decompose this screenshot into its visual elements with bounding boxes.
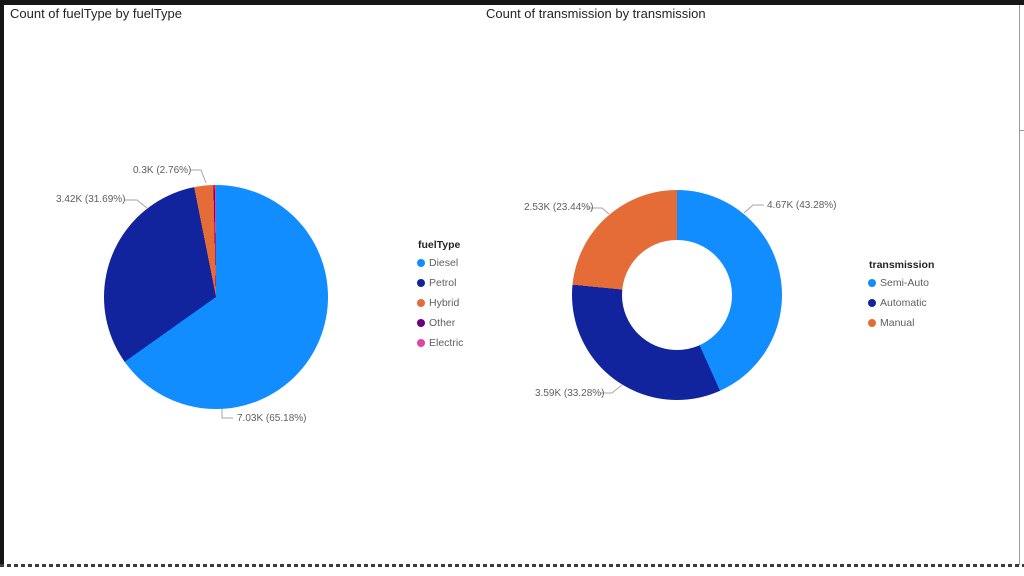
- donut-hole: [622, 240, 732, 350]
- legend-title-fueltype: fuelType: [418, 239, 461, 251]
- legend-label-automatic: Automatic: [880, 297, 927, 309]
- visual-title-transmission: Count of transmission by transmission: [486, 6, 706, 21]
- legend-dot-electric: [417, 339, 425, 347]
- left-border: [0, 0, 4, 566]
- legend-dot-hybrid: [417, 299, 425, 307]
- data-label-petrol: 3.42K (31.69%): [56, 194, 126, 205]
- legend-item-automatic[interactable]: Automatic: [868, 296, 927, 310]
- legend-item-diesel[interactable]: Diesel: [417, 256, 458, 270]
- legend-dot-other: [417, 319, 425, 327]
- legend-item-other[interactable]: Other: [417, 316, 455, 330]
- fueltype-pie-visual[interactable]: Count of fuelType by fuelType 0.3K (2.76…: [4, 5, 480, 560]
- legend-label-semiauto: Semi-Auto: [880, 277, 930, 289]
- data-label-semiauto: 4.67K (43.28%): [767, 200, 837, 211]
- legend-item-electric[interactable]: Electric: [417, 336, 463, 350]
- legend-label-hybrid: Hybrid: [429, 297, 460, 309]
- legend-label-diesel: Diesel: [429, 257, 459, 269]
- legend-label-other: Other: [429, 317, 456, 329]
- data-label-diesel: 7.03K (65.18%): [237, 413, 307, 424]
- fueltype-pie-chart[interactable]: [104, 185, 328, 409]
- data-label-manual: 2.53K (23.44%): [524, 202, 594, 213]
- legend-item-semiauto[interactable]: Semi-Auto: [868, 276, 929, 290]
- data-label-automatic: 3.59K (33.28%): [535, 388, 605, 399]
- legend-dot-manual: [868, 319, 876, 327]
- legend-dot-petrol: [417, 279, 425, 287]
- legend-dot-automatic: [868, 299, 876, 307]
- legend-dot-diesel: [417, 259, 425, 267]
- legend-dot-semiauto: [868, 279, 876, 287]
- transmission-donut-visual[interactable]: Count of transmission by transmission 4.…: [480, 5, 1018, 560]
- top-border: [0, 0, 1024, 5]
- pane-divider[interactable]: [1019, 5, 1020, 565]
- pane-divider-handle[interactable]: [1019, 130, 1024, 131]
- legend-item-manual[interactable]: Manual: [868, 316, 914, 330]
- legend-title-transmission: transmission: [869, 259, 935, 271]
- data-label-hybrid: 0.3K (2.76%): [133, 165, 192, 176]
- legend-label-petrol: Petrol: [429, 277, 457, 289]
- page-bottom-dashed-border: [0, 564, 1024, 567]
- legend-item-hybrid[interactable]: Hybrid: [417, 296, 459, 310]
- visual-title-fueltype: Count of fuelType by fuelType: [10, 6, 182, 21]
- legend-item-petrol[interactable]: Petrol: [417, 276, 456, 290]
- legend-label-electric: Electric: [429, 337, 464, 349]
- legend-label-manual: Manual: [880, 317, 915, 329]
